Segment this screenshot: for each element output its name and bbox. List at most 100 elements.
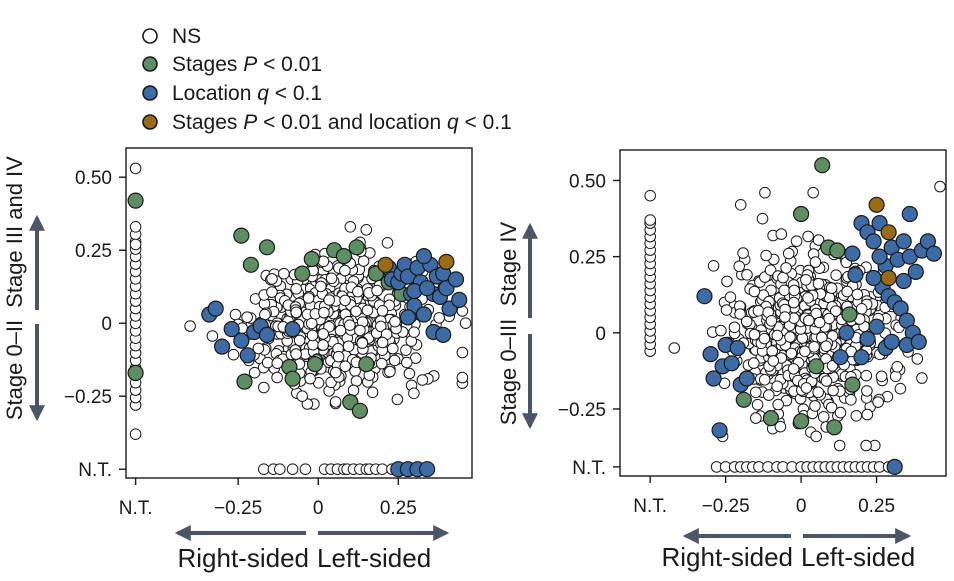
point-ns [750, 386, 762, 399]
point-ns [812, 386, 825, 399]
legend-label-part: < 0.1 [459, 111, 512, 134]
point-ns [752, 305, 765, 317]
point-ns [271, 371, 283, 384]
point-ns [296, 390, 309, 403]
point-ns [400, 344, 412, 357]
y-axis-label-upper-left: Stage III and IV [2, 156, 27, 308]
point-stages [844, 376, 861, 393]
legend-item-both: Stages P < 0.01 and location q < 0.1 [142, 111, 512, 134]
point-ns [741, 269, 753, 281]
legend-label-part: < 0.01 [257, 53, 322, 76]
point-ns [371, 284, 383, 297]
point-ns [129, 428, 142, 441]
point-ns [376, 357, 388, 370]
point-ns [360, 224, 373, 236]
point-stages [284, 370, 301, 387]
point-ns [356, 337, 369, 349]
point-stages [351, 402, 368, 419]
plot-frame-left [125, 147, 473, 479]
point-ns [875, 370, 888, 383]
point-ns [293, 334, 306, 347]
point-ns [777, 271, 789, 284]
x-ticks-left: N.T. −0.25 0 0.25 [119, 478, 417, 519]
y-ticks-right: 0.50 0.25 0 −0.25 N.T. [558, 171, 620, 479]
point-ns [361, 304, 374, 317]
point-stages [829, 242, 846, 259]
point-ns [771, 380, 784, 393]
panel-left: 0.50 0.25 0 −0.25 N.T. N.T. −0.25 0 0.25 Stage … [2, 147, 473, 573]
point-ns [851, 288, 864, 301]
point-location [844, 245, 861, 262]
point-stages [306, 356, 324, 373]
point-ns [855, 303, 868, 315]
point-stages [762, 410, 780, 427]
point-ns [266, 286, 278, 298]
legend-label-part: q [447, 111, 459, 134]
point-ns [775, 228, 788, 240]
point-ns [841, 285, 854, 298]
point-ns [350, 305, 362, 318]
point-ns [911, 353, 924, 365]
point-ns [728, 321, 741, 334]
point-ns [802, 292, 814, 304]
point-ns [344, 221, 357, 233]
point-location [419, 461, 436, 478]
point-ns [403, 367, 416, 380]
point-location [233, 332, 250, 349]
point-ns [833, 439, 846, 452]
point-ns [850, 410, 863, 422]
point-ns [456, 346, 469, 359]
point-ns [129, 162, 142, 175]
point-ns [733, 260, 746, 273]
point-ns [820, 340, 832, 353]
point-location [738, 370, 755, 387]
x-axis-label-left-sided-left: Left-sided [317, 543, 431, 573]
point-ns [788, 296, 800, 309]
point-ns [817, 411, 830, 423]
point-ns [227, 348, 240, 361]
x-tick-label: N.T. [633, 496, 667, 517]
y-tick-label: −0.25 [558, 400, 606, 421]
point-both [868, 196, 885, 213]
point-location [696, 288, 713, 305]
legend-marker-stages [142, 56, 158, 72]
legend-label-part: Location [172, 82, 257, 105]
point-ns [799, 345, 811, 358]
point-stages [358, 356, 375, 373]
point-ns [299, 463, 312, 476]
point-location [847, 266, 864, 283]
point-ns [375, 320, 387, 333]
point-stages [841, 306, 858, 323]
x-ticks-right: N.T. −0.25 0 0.25 [633, 476, 895, 517]
point-ns [668, 342, 681, 354]
panel-right: 0.50 0.25 0 −0.25 N.T. N.T. −0.25 0 0.25 Stage … [496, 149, 947, 572]
point-ns [834, 406, 847, 419]
y-tick-label: N.T. [572, 458, 606, 479]
point-ns [302, 292, 315, 304]
point-location [399, 309, 416, 326]
legend-label-both: Stages P < 0.01 and location q < 0.1 [172, 111, 512, 134]
legend-item-stages: Stages P < 0.01 [142, 53, 322, 76]
point-ns [750, 412, 762, 424]
point-ns [456, 371, 469, 384]
point-ns [408, 387, 420, 400]
point-ns [734, 199, 747, 211]
point-location [853, 349, 870, 366]
point-ns [290, 348, 302, 360]
point-ns [758, 332, 771, 345]
point-ns [248, 366, 261, 379]
point-stages [236, 373, 253, 390]
point-ns [808, 341, 820, 353]
point-ns [787, 363, 800, 375]
point-location [415, 306, 432, 323]
point-both [438, 253, 455, 270]
point-ns [644, 214, 657, 226]
point-ns [366, 386, 379, 399]
legend-label-part: q [257, 82, 269, 105]
point-ns [354, 324, 366, 337]
point-ns [329, 396, 342, 408]
point-ns [802, 230, 814, 243]
point-ns [748, 285, 761, 298]
point-ns [827, 384, 839, 397]
